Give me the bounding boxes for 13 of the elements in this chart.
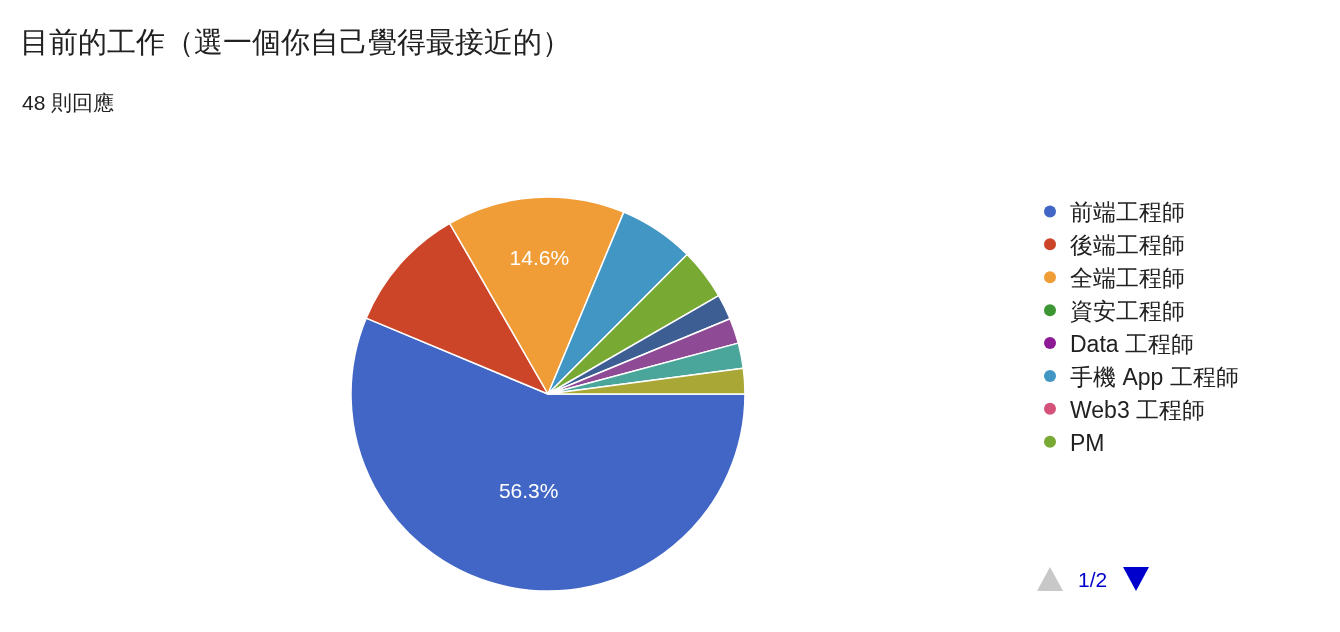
data-label: 14.6% [509,246,570,270]
legend-label: 前端工程師 [1070,199,1185,226]
legend-label: 全端工程師 [1070,265,1185,292]
chart-title: 目前的工作（選一個你自己覺得最接近的） [20,26,571,59]
legend-label: Data 工程師 [1070,331,1194,358]
legend-label: 後端工程師 [1070,232,1185,259]
legend-label: 資安工程師 [1070,298,1185,325]
data-label: 56.3% [498,479,559,503]
legend-label: 手機 App 工程師 [1070,363,1239,390]
legend-label: PM [1070,429,1105,456]
text: 1/2 [1078,568,1108,591]
text: 48 則回應 [22,91,115,114]
legend-label: Web3 工程師 [1070,396,1206,423]
